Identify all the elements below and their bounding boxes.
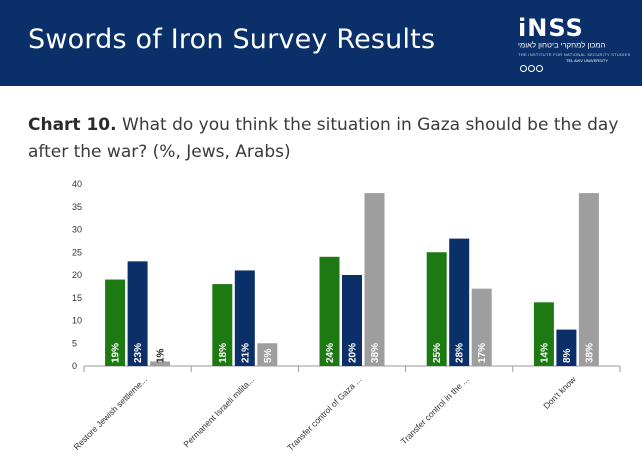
y-tick-label: 30 — [72, 225, 82, 235]
page-title: Swords of Iron Survey Results — [28, 24, 436, 55]
chart-heading-text: What do you think the situation in Gaza … — [28, 115, 619, 162]
bar — [342, 275, 362, 366]
y-tick-label: 25 — [72, 247, 82, 257]
inss-logo: iNSS המכון למחקרי ביטחון לאומי THE INSTI… — [516, 14, 630, 72]
bar — [150, 361, 171, 366]
x-tick-label: Transfer control of Gaza ... — [285, 374, 363, 452]
chart-heading: Chart 10. What do you think the situatio… — [28, 112, 628, 166]
y-tick-label: 5 — [72, 338, 77, 348]
y-tick-label: 20 — [72, 270, 82, 280]
x-tick-label: Permanent Israeli milita... — [181, 374, 256, 449]
logo-university-text: TEL AVIV UNIVERSITY — [566, 58, 609, 63]
data-label: 18% — [218, 343, 229, 363]
data-label: 14% — [539, 343, 550, 363]
data-label: 28% — [455, 343, 466, 363]
logo-circles-icon — [520, 59, 544, 77]
bar — [212, 284, 233, 366]
y-tick-label: 35 — [72, 202, 82, 212]
x-tick-label: Restore Jewish settleme... — [71, 374, 149, 452]
data-label: 23% — [133, 343, 144, 363]
data-label: 25% — [432, 343, 443, 363]
logo-wordmark: iNSS — [518, 14, 584, 42]
data-label: 5% — [263, 348, 274, 363]
bar — [426, 252, 447, 366]
y-tick-label: 40 — [72, 179, 82, 189]
x-tick-label: Don't know — [541, 374, 578, 411]
bar — [234, 270, 255, 366]
data-label: 20% — [348, 343, 359, 363]
x-tick-label: Transfer control in the ... — [399, 374, 471, 446]
data-label: 8% — [562, 348, 573, 363]
y-tick-label: 10 — [72, 316, 82, 326]
data-label: 24% — [325, 343, 336, 363]
y-tick-label: 15 — [72, 293, 82, 303]
logo-hebrew-text: המכון למחקרי ביטחון לאומי — [518, 41, 606, 50]
header-banner: Swords of Iron Survey Results iNSS המכון… — [0, 0, 642, 86]
bar — [471, 288, 492, 366]
bar — [449, 238, 470, 366]
bar-chart: 0 5 10 15 20 25 30 35 40 19% 23% 1% Restore Jewish s… — [71, 179, 621, 453]
bar — [257, 343, 278, 366]
data-label: 38% — [370, 343, 381, 363]
data-label: 21% — [240, 343, 251, 363]
logo-english-text: THE INSTITUTE FOR NATIONAL SECURITY STUD… — [518, 52, 631, 57]
data-label: 38% — [584, 343, 595, 363]
chart-heading-prefix: Chart 10. — [28, 115, 117, 135]
bar — [319, 256, 340, 366]
bar — [105, 279, 126, 366]
data-label: 19% — [111, 343, 122, 363]
y-tick-label: 0 — [72, 361, 77, 371]
bar — [127, 261, 148, 366]
bar — [556, 329, 577, 366]
data-label: 17% — [477, 343, 488, 363]
bar — [364, 193, 385, 366]
bar — [533, 302, 554, 366]
bar — [578, 193, 599, 366]
data-label: 1% — [156, 348, 167, 363]
